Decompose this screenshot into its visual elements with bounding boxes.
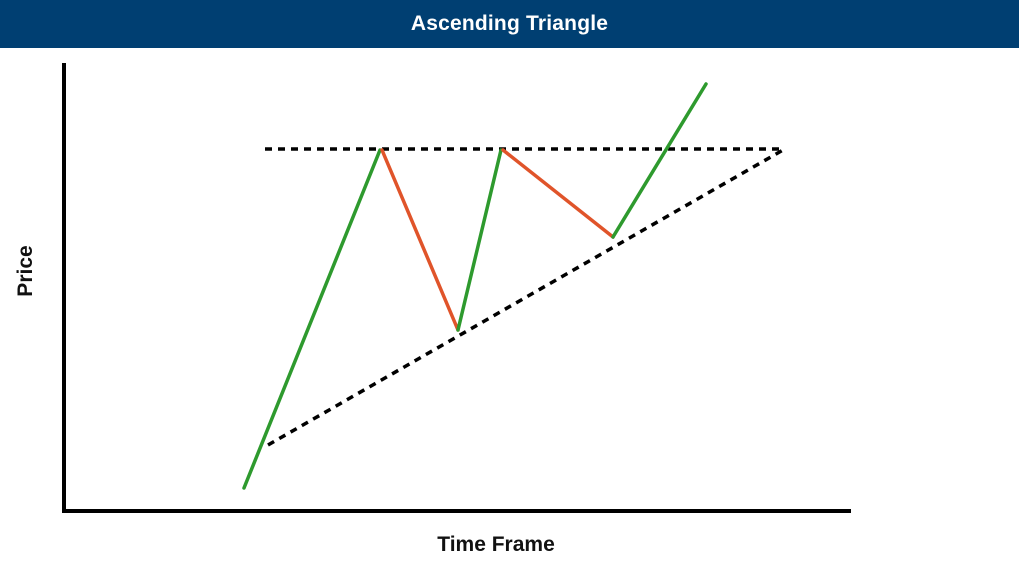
leg-down-1 (380, 148, 460, 332)
breakout-leg (611, 82, 708, 239)
y-axis-label: Price (14, 245, 37, 297)
leg-up-2 (456, 148, 503, 332)
leg-down-2 (501, 148, 615, 239)
x-axis-label: Time Frame (437, 533, 555, 556)
header-banner: Ascending Triangle (0, 0, 1019, 48)
support-line (267, 148, 784, 447)
leg-up-1 (242, 148, 382, 490)
diagram-title: Ascending Triangle (410, 12, 609, 35)
